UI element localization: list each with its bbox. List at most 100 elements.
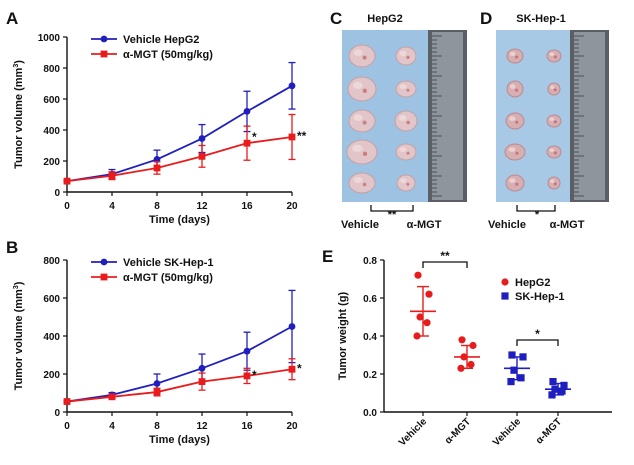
- x-tick-label: 20: [286, 201, 298, 212]
- data-point: [288, 82, 296, 90]
- legend-label: HepG2: [515, 277, 550, 289]
- panel-c: C HepG2 ** Vehicle α-MGT: [330, 9, 467, 231]
- significance-mark: *: [297, 361, 302, 375]
- legend-label: α-MGT (50mg/kg): [123, 272, 213, 284]
- data-point: [288, 323, 296, 330]
- significance-mark: **: [297, 129, 307, 143]
- legend-marker: [501, 278, 509, 286]
- data-point: [198, 364, 206, 372]
- y-axis-label-sup: 3: [13, 285, 20, 289]
- chart-a: 0 200 400 600 800 1000 0 4 8 12 16 20 Time (days) Tum…: [13, 33, 307, 226]
- data-point: [517, 374, 525, 382]
- caption-vehicle: Vehicle: [488, 219, 526, 231]
- data-point: [560, 381, 568, 389]
- y-axis-label-sup: 3: [13, 64, 20, 68]
- data-point: [153, 388, 161, 396]
- tumor-highlight: [509, 84, 516, 89]
- tumor: [504, 143, 526, 161]
- x-tick-label: Vehicle: [491, 416, 523, 448]
- tumor-specimens: [504, 48, 562, 192]
- x-tick-label: 12: [196, 421, 208, 432]
- y-tick-label: 0.4: [363, 332, 377, 343]
- tumor: [395, 46, 417, 66]
- y-axis-label-text: Tumor volume (mm: [13, 289, 25, 390]
- legend-label: α-MGT (50mg/kg): [123, 49, 213, 61]
- data-point: [425, 290, 433, 298]
- legend-marker: [100, 258, 108, 266]
- panel-letter-d: D: [480, 9, 492, 28]
- data-point: [243, 372, 251, 380]
- tumor-highlight: [509, 178, 516, 184]
- y-tick-label: 0.8: [363, 256, 377, 267]
- data-point: [243, 347, 251, 355]
- y-tick-label: 400: [43, 126, 60, 137]
- tumor-vessel: [406, 55, 410, 59]
- tumor: [348, 44, 376, 68]
- panel-e: E 0.0 0.2 0.4 0.6 0.8 Vehicle α-MGT Vehicle α-MG…: [322, 247, 612, 448]
- series-line: [66, 136, 293, 183]
- data-point: [198, 152, 206, 160]
- y-tick-label: 0.0: [363, 408, 377, 419]
- tumor-vessel: [515, 88, 519, 92]
- y-tick-label: 0.2: [363, 370, 377, 381]
- tumor-vessel: [362, 182, 367, 187]
- tumor-highlight: [550, 85, 555, 89]
- x-tick-label: Vehicle: [397, 416, 429, 448]
- y-tick-label: 0.6: [363, 294, 377, 305]
- caption-vehicle: Vehicle: [341, 219, 379, 231]
- tumor-highlight: [399, 50, 407, 56]
- data-point: [198, 135, 206, 142]
- x-tick-label: 8: [154, 421, 160, 432]
- y-tick-label: 200: [43, 370, 60, 381]
- tumor-highlight: [353, 114, 363, 121]
- tumor-vessel: [553, 120, 557, 124]
- data-point: [510, 366, 518, 374]
- tumor-highlight: [352, 144, 363, 152]
- tumor-highlight: [549, 117, 555, 121]
- legend-label: SK-Hep-1: [515, 291, 565, 303]
- y-tick-label: 0: [54, 188, 60, 199]
- y-tick-label: 1000: [38, 33, 61, 44]
- significance-bracket: [516, 339, 559, 346]
- ruler-ticks: [432, 35, 442, 197]
- significance-mark: *: [535, 209, 540, 221]
- data-point: [508, 351, 516, 359]
- legend-marker: [100, 35, 108, 43]
- significance-bracket: [422, 261, 468, 268]
- y-axis-label: Tumor volume (mm3): [13, 60, 25, 169]
- data-point: [507, 378, 515, 386]
- data-point: [416, 313, 424, 321]
- legend-label: Vehicle SK-Hep-1: [123, 257, 213, 269]
- caption-treatment: α-MGT: [407, 219, 442, 231]
- tumor-highlight: [399, 147, 407, 153]
- significance-mark: *: [252, 368, 257, 382]
- y-axis-label: Tumor volume (mm3): [13, 281, 25, 390]
- tumor-vessel: [406, 120, 411, 125]
- tumor-highlight: [400, 178, 407, 184]
- x-axis-label: Time (days): [149, 214, 210, 226]
- x-tick-label: 20: [286, 421, 298, 432]
- panel-d: D SK-Hep-1 * Vehicle α-MGT: [480, 9, 609, 231]
- tumor-vessel: [553, 151, 557, 155]
- tumor-specimens: [346, 44, 418, 194]
- x-tick-label: 16: [241, 421, 253, 432]
- y-axis-label: Tumor weight (g): [337, 291, 349, 380]
- y-tick-label: 400: [43, 332, 60, 343]
- x-tick-label: 16: [241, 201, 253, 212]
- tumor-vessel: [362, 88, 367, 93]
- data-point: [153, 380, 161, 387]
- x-tick-label: 4: [109, 201, 115, 212]
- tumor: [547, 82, 561, 96]
- tumor-vessel: [406, 182, 410, 186]
- significance-mark: **: [388, 209, 397, 221]
- data-point: [467, 360, 475, 369]
- x-tick-label: 12: [196, 201, 208, 212]
- data-point: [458, 336, 466, 344]
- y-tick-label: 600: [43, 294, 60, 305]
- data-point: [108, 393, 116, 401]
- tumor-vessel: [553, 55, 557, 59]
- tumor-highlight: [550, 179, 555, 183]
- tumor-highlight: [549, 148, 555, 152]
- tumor-vessel: [362, 151, 368, 156]
